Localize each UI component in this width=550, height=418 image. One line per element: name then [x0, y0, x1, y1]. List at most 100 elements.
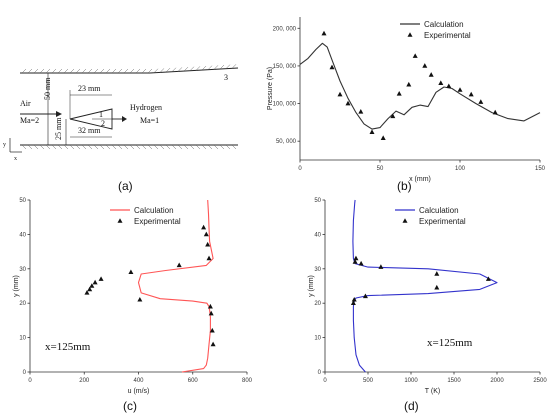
experimental-point [98, 276, 104, 281]
experimental-point [485, 276, 491, 281]
experimental-point [205, 241, 211, 247]
experimental-point [390, 113, 396, 119]
hatch-line [189, 66, 195, 71]
hatch-line [147, 144, 153, 150]
hatch-line [165, 67, 171, 73]
x-tick-label: 0 [28, 378, 32, 384]
hatch-line [147, 68, 153, 74]
hatch-line [93, 68, 99, 74]
x-axis-label: u (m/s) [128, 388, 150, 395]
y-tick-label: 20 [19, 301, 26, 307]
hatch-line [105, 68, 111, 74]
hatch-line [51, 68, 57, 74]
hatch-line [213, 144, 219, 150]
y-axis-label: Pressure (Pa) [267, 67, 274, 110]
panel-label-b: (b) [397, 179, 412, 193]
hatch-line [51, 144, 57, 150]
position-annotation: x=125mm [45, 341, 91, 353]
hatch-line [123, 144, 129, 150]
experimental-point [137, 296, 143, 302]
experimental-point [329, 64, 335, 70]
hatch-line [135, 68, 141, 74]
pressure-chart: 0 50 100 150 50, 000 100, 000 150, 000 200, 000… [267, 17, 546, 183]
experimental-point [351, 296, 357, 302]
hatch-line [159, 68, 165, 73]
hatch-line [39, 68, 45, 74]
experimental-point [207, 303, 213, 309]
experimental-point [337, 91, 343, 97]
lower-wall-hatching [21, 144, 237, 150]
y-tick-label: 50 [314, 198, 321, 204]
experimental-point [353, 255, 359, 261]
experimental-point [89, 283, 95, 288]
y-tick-label: 30 [314, 267, 321, 273]
hatch-line [117, 144, 123, 150]
x-tick-label: 2500 [533, 378, 547, 384]
experimental-point [345, 100, 351, 106]
hatch-line [99, 144, 105, 150]
experimental-point [396, 90, 402, 96]
hatch-line [207, 65, 213, 70]
x-tick-label: 1000 [404, 378, 418, 384]
velocity-chart: 0 200 400 600 800 0 10 20 30 40 50 u (m/s) y (mm) Cal… [13, 198, 253, 395]
dim-23-label: 23 mm [78, 84, 101, 93]
experimental-point [209, 327, 215, 333]
hatch-line [81, 68, 87, 74]
hatch-line [45, 68, 51, 74]
x-tick-label: 2000 [490, 378, 504, 384]
experimental-point [434, 284, 440, 290]
experimental-point [478, 99, 484, 104]
hatch-line [219, 64, 225, 70]
y-tick-label: 0 [23, 370, 27, 376]
hatch-line [117, 68, 123, 74]
hatch-line [135, 144, 141, 150]
marker-1: 1 [99, 110, 103, 119]
hatch-line [87, 68, 93, 74]
hatch-line [27, 144, 33, 150]
hatch-line [207, 144, 213, 150]
air-arrowhead [56, 111, 62, 117]
experimental-point [406, 81, 412, 87]
y-tick-label: 40 [19, 232, 26, 238]
experimental-point [206, 255, 212, 261]
coord-y-label: y [3, 142, 6, 148]
experimental-point [446, 83, 452, 89]
air-label: Air [20, 99, 31, 108]
x-tick-label: 400 [133, 378, 144, 384]
experimental-point [362, 293, 368, 299]
hatch-line [33, 144, 39, 150]
hydrogen-label: Hydrogen [130, 103, 162, 112]
hatch-line [111, 144, 117, 150]
hatch-line [171, 67, 177, 72]
x-tick-label: 800 [242, 378, 253, 384]
experimental-point [412, 53, 418, 58]
hatch-line [141, 68, 147, 74]
y-tick-label: 0 [318, 370, 322, 376]
experimental-point [428, 72, 434, 77]
hatch-line [45, 144, 51, 150]
hatch-line [99, 68, 105, 74]
hatch-line [183, 144, 189, 150]
legend-swatch-triangle [407, 32, 413, 37]
x-tick-label: 600 [188, 378, 199, 384]
x-tick-label: 0 [323, 378, 327, 384]
hatch-line [27, 68, 33, 74]
y-tick-label: 40 [314, 232, 321, 238]
hatch-line [219, 144, 225, 150]
y-tick-label: 50, 000 [276, 139, 297, 145]
hatch-line [225, 64, 231, 69]
hatch-line [171, 144, 177, 150]
dim-50-label: 50 mm [43, 77, 52, 100]
hatch-line [177, 144, 183, 150]
y-tick-label: 200, 000 [273, 26, 297, 32]
experimental-point [201, 224, 207, 230]
experimental-point [208, 310, 214, 316]
experimental-point [438, 80, 444, 86]
hatch-line [57, 68, 63, 74]
hatch-line [231, 64, 237, 69]
hatch-line [141, 144, 147, 150]
air-mach-label: Ma=2 [20, 116, 39, 125]
hatch-line [63, 68, 69, 74]
hatch-line [81, 144, 87, 150]
